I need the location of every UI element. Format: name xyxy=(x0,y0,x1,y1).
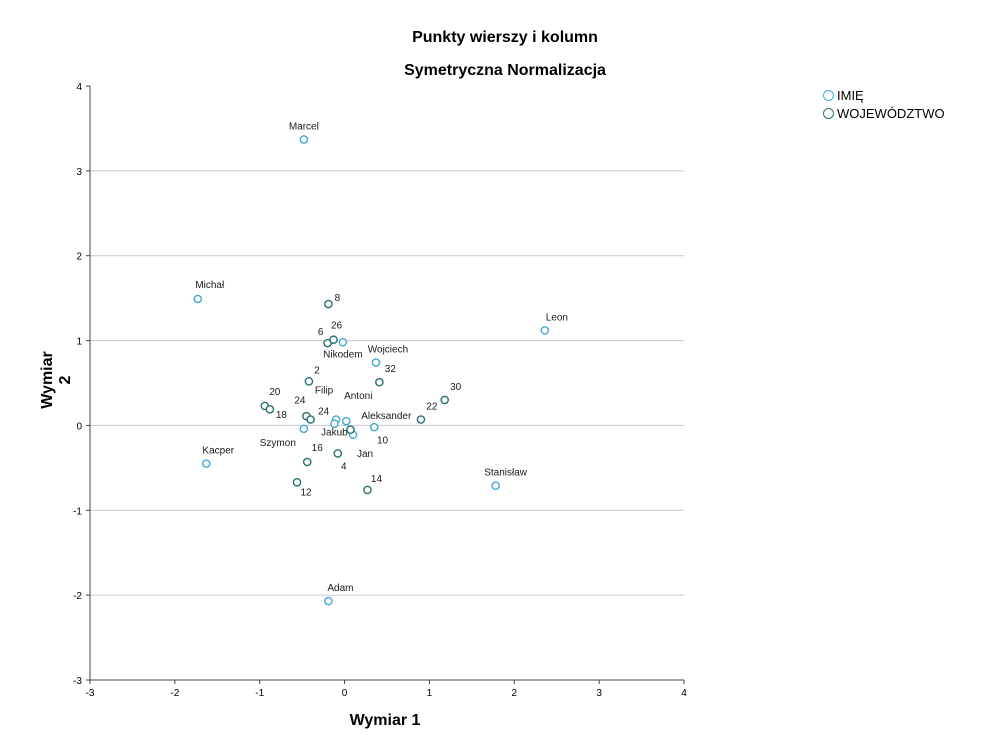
point-label: 24 xyxy=(318,406,330,417)
x-tick-label: -3 xyxy=(86,688,95,699)
point-label: Marcel xyxy=(289,121,319,132)
point-imie xyxy=(540,326,550,335)
y-tick-label: -1 xyxy=(73,506,82,517)
point-imie xyxy=(193,294,203,304)
point-label: Adam xyxy=(327,583,353,594)
point-wojewodztwo xyxy=(346,425,355,434)
point-label: Jakub xyxy=(321,428,348,439)
point-wojewodztwo xyxy=(440,395,450,405)
point-label: Aleksander xyxy=(361,411,412,422)
point-wojewodztwo xyxy=(306,415,315,424)
point-imie xyxy=(201,459,211,468)
x-tick-label: 0 xyxy=(342,688,348,699)
point-label: 18 xyxy=(276,410,288,421)
chart-title: Punkty wierszy i kolumn xyxy=(412,29,598,46)
point-imie xyxy=(341,416,351,426)
point-label: 30 xyxy=(450,382,462,393)
x-tick-label: 4 xyxy=(681,688,687,699)
point-imie xyxy=(330,419,339,429)
point-imie xyxy=(371,358,381,367)
legend-item-imie: IMIĘ xyxy=(823,86,945,104)
point-label: Jan xyxy=(357,449,373,460)
point-wojewodztwo xyxy=(324,299,333,309)
x-axis-label: Wymiar 1 xyxy=(349,712,421,729)
point-imie xyxy=(491,481,500,490)
point-label: 22 xyxy=(426,401,438,412)
point-label: 16 xyxy=(312,443,324,454)
legend-marker-wojewodztwo xyxy=(823,107,834,119)
point-wojewodztwo xyxy=(304,377,314,386)
y-tick-label: 1 xyxy=(76,337,82,348)
y-tick-label: 0 xyxy=(76,421,82,432)
point-wojewodztwo xyxy=(375,377,384,387)
point-imie xyxy=(299,424,309,434)
point-wojewodztwo xyxy=(265,405,275,414)
legend-label-imie: IMIĘ xyxy=(837,87,864,103)
point-label: 14 xyxy=(371,474,383,485)
point-label: Antoni xyxy=(344,391,372,402)
point-wojewodztwo xyxy=(363,485,372,495)
point-imie xyxy=(299,135,309,144)
x-tick-label: 1 xyxy=(427,688,433,699)
legend: IMIĘ WOJEWÓDZTWO xyxy=(823,86,945,122)
point-label: Wojciech xyxy=(368,345,408,356)
point-label: Leon xyxy=(546,312,568,323)
point-wojewodztwo xyxy=(333,449,343,458)
point-label: Filip xyxy=(315,385,334,396)
legend-label-wojewodztwo: WOJEWÓDZTWO xyxy=(837,105,945,121)
x-tick-label: 3 xyxy=(596,688,602,699)
point-label: Kacper xyxy=(202,446,234,457)
x-tick-label: 2 xyxy=(512,688,518,699)
point-wojewodztwo xyxy=(416,415,426,424)
point-label: Stanisław xyxy=(484,468,528,479)
point-label: 20 xyxy=(269,387,281,398)
x-tick-label: -1 xyxy=(255,688,264,699)
point-label: Michał xyxy=(195,280,225,291)
point-imie xyxy=(324,596,333,606)
point-label: Nikodem xyxy=(323,349,362,360)
point-imie xyxy=(369,422,379,432)
point-label: Szymon xyxy=(260,438,296,449)
y-tick-label: 4 xyxy=(76,82,82,93)
chart-subtitle: Symetryczna Normalizacja xyxy=(404,62,606,79)
point-label: 2 xyxy=(314,365,320,376)
y-tick-label: 2 xyxy=(76,252,82,263)
x-tick-label: -2 xyxy=(170,688,179,699)
point-wojewodztwo xyxy=(302,457,312,467)
y-tick-label: -3 xyxy=(73,676,82,687)
point-label: 26 xyxy=(331,321,343,332)
y-tick-label: -2 xyxy=(73,591,82,602)
point-label: 24 xyxy=(294,395,306,406)
y-tick-label: 3 xyxy=(76,167,82,178)
point-label: 10 xyxy=(377,436,389,447)
point-wojewodztwo xyxy=(329,335,338,345)
point-wojewodztwo xyxy=(292,477,302,487)
y-axis-label: Wymiar 2 xyxy=(39,351,74,409)
point-label: 32 xyxy=(385,364,397,375)
legend-marker-imie xyxy=(823,89,834,101)
legend-item-wojewodztwo: WOJEWÓDZTWO xyxy=(823,104,945,122)
point-label: 8 xyxy=(335,293,341,304)
point-imie xyxy=(338,337,348,347)
point-label: 12 xyxy=(300,487,312,498)
point-label: 4 xyxy=(341,461,347,472)
point-label: 6 xyxy=(318,327,324,338)
